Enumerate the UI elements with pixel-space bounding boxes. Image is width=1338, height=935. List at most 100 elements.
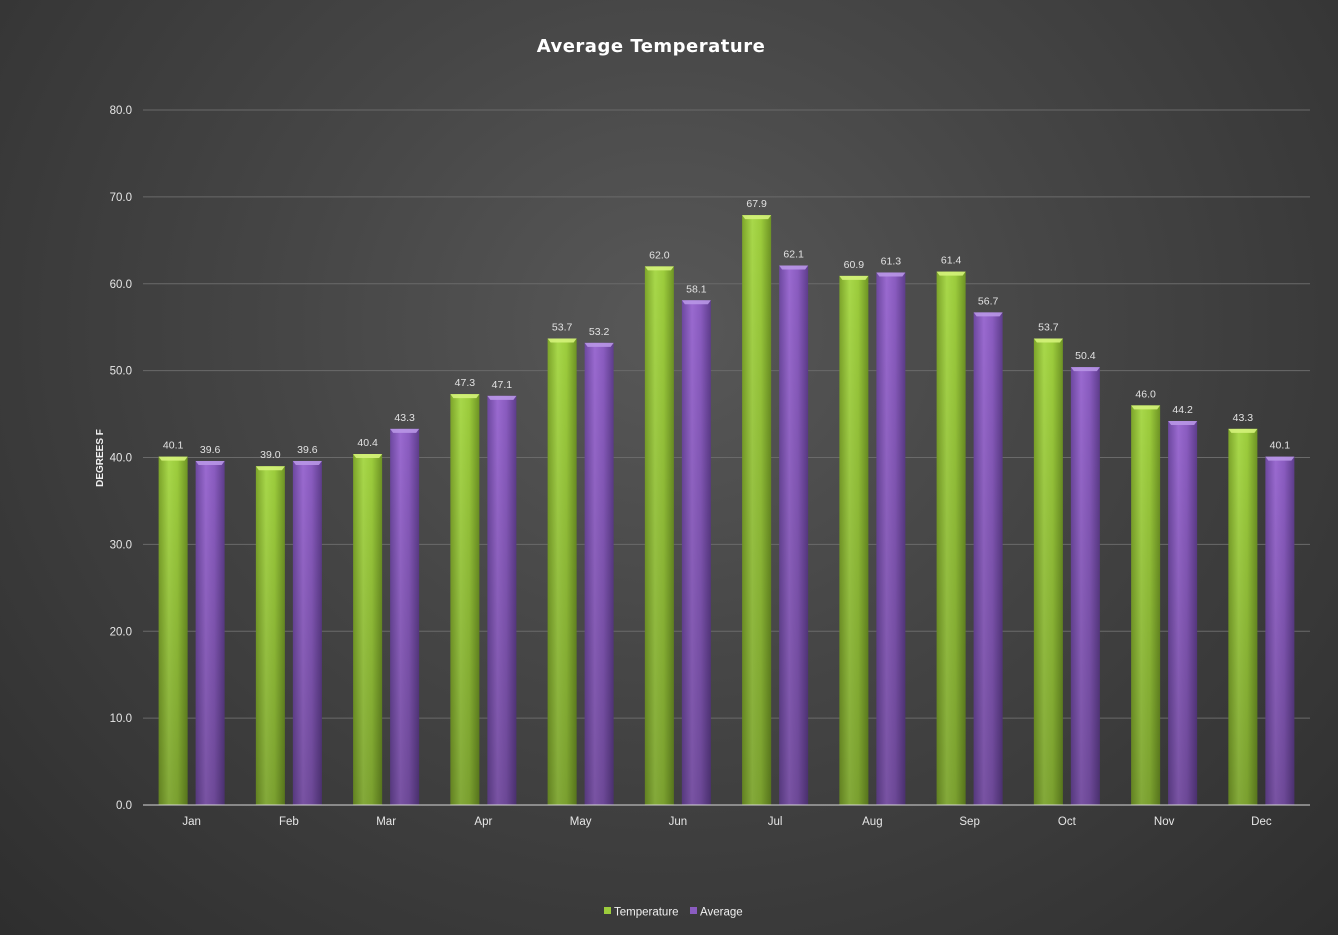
chart-title: Average Temperature (537, 36, 766, 57)
bar-temperature-may (547, 338, 577, 805)
data-label: 56.7 (978, 295, 999, 307)
data-label: 60.9 (844, 259, 865, 271)
data-label: 39.0 (260, 449, 281, 461)
bar-average-jan (195, 460, 225, 805)
bar-shade (255, 466, 285, 805)
bar-cap (158, 456, 188, 461)
bar-shade (1265, 456, 1295, 805)
bar-shade (450, 394, 480, 805)
bar-cap (292, 460, 322, 465)
x-tick-label: Dec (1251, 816, 1272, 828)
bar-cap (681, 300, 711, 305)
bar-cap (644, 266, 674, 271)
bar-temperature-oct (1033, 338, 1063, 805)
legend-swatch (690, 907, 697, 914)
bar-shade (195, 460, 225, 805)
bar-shade (644, 266, 674, 805)
bar-cap (390, 428, 420, 433)
data-label: 61.3 (881, 255, 902, 267)
bar-average-jun (681, 300, 711, 805)
bar-shade (936, 271, 966, 805)
bar-shade (839, 275, 869, 805)
bar-shade (973, 312, 1003, 805)
x-tick-label: Mar (376, 816, 396, 828)
bar-shade (681, 300, 711, 805)
bar-cap (1070, 367, 1100, 372)
bar-average-apr (487, 395, 517, 805)
bar-average-feb (292, 460, 322, 805)
data-label: 67.9 (746, 198, 767, 210)
x-tick-label: Oct (1058, 816, 1077, 828)
data-label: 53.7 (552, 321, 573, 333)
bar-cap (973, 312, 1003, 317)
bar-temperature-feb (255, 466, 285, 805)
bar-average-nov (1168, 421, 1198, 805)
bar-shade (1070, 367, 1100, 805)
legend-label: Temperature (614, 907, 679, 919)
x-tick-label: Aug (862, 816, 882, 828)
x-axis-ticks: Jan Feb Mar Apr May Jun Jul Aug Sep Oct Nov Dec (182, 816, 1271, 828)
bar-cap (936, 271, 966, 276)
bar-shade (584, 342, 614, 805)
bar-average-mar (390, 428, 420, 805)
y-tick-label: 20.0 (110, 626, 132, 638)
x-tick-label: Jun (669, 816, 688, 828)
bar-average-sep (973, 312, 1003, 805)
bar-shade (390, 428, 420, 805)
bar-cap (353, 454, 383, 459)
bar-average-jul (779, 265, 809, 806)
y-axis-ticks: 0.0 10.0 20.0 30.0 40.0 50.0 60.0 70.0 80.0 (110, 105, 132, 812)
legend-item-temperature: Temperature (604, 907, 679, 919)
bar-cap (1265, 456, 1295, 461)
bar-shade (1228, 428, 1258, 805)
bar-temperature-jan (158, 456, 188, 805)
data-label: 53.7 (1038, 321, 1059, 333)
bar-cap (1168, 421, 1198, 426)
bar-cap (839, 275, 869, 280)
legend-label: Average (700, 907, 743, 919)
data-label: 50.4 (1075, 350, 1096, 362)
y-tick-label: 50.0 (110, 366, 132, 378)
legend-item-average: Average (690, 907, 743, 919)
data-label: 46.0 (1135, 388, 1156, 400)
x-tick-label: Jan (182, 816, 201, 828)
bar-temperature-nov (1131, 405, 1161, 805)
bar-shade (779, 265, 809, 806)
bar-shade (1033, 338, 1063, 805)
data-label: 39.6 (200, 444, 221, 456)
data-label: 43.3 (1233, 412, 1254, 424)
data-label: 40.1 (163, 440, 184, 452)
bar-average-dec (1265, 456, 1295, 805)
bar-temperature-jul (742, 215, 772, 805)
bar-shade (1168, 421, 1198, 805)
y-tick-label: 80.0 (110, 105, 132, 117)
bar-temperature-sep (936, 271, 966, 805)
x-tick-label: May (570, 816, 592, 828)
bar-cap (1131, 405, 1161, 410)
bar-cap (876, 272, 906, 277)
data-label: 62.0 (649, 249, 670, 261)
bar-cap (779, 265, 809, 270)
bar-cap (195, 460, 225, 465)
bar-cap (255, 466, 285, 471)
data-labels: 40.1 39.6 39.0 39.6 40.4 43.3 47.3 47.1 53.7 53.2… (163, 198, 1290, 461)
y-tick-label: 10.0 (110, 713, 132, 725)
data-label: 62.1 (783, 249, 804, 261)
gridlines (143, 109, 1310, 719)
y-axis-label: DEGREES F (95, 429, 106, 487)
bar-shade (487, 395, 517, 805)
data-label: 53.2 (589, 326, 610, 338)
bar-temperature-dec (1228, 428, 1258, 805)
bar-shade (353, 454, 383, 805)
bars (158, 215, 1295, 806)
bar-temperature-aug (839, 275, 869, 805)
bar-temperature-mar (353, 454, 383, 805)
y-tick-label: 40.0 (110, 453, 132, 465)
x-tick-label: Jul (768, 816, 783, 828)
data-label: 44.2 (1172, 404, 1193, 416)
bar-cap (1033, 338, 1063, 343)
data-label: 43.3 (394, 412, 415, 424)
bar-temperature-jun (644, 266, 674, 805)
